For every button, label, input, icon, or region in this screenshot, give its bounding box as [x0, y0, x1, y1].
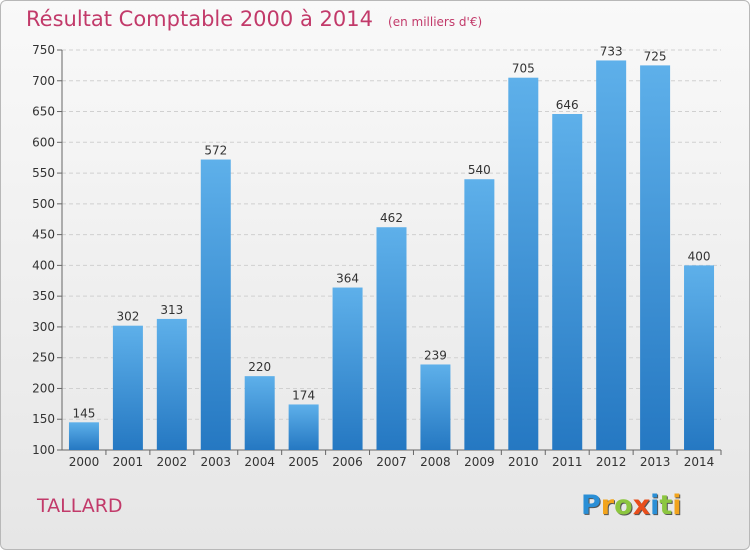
bar [156, 318, 187, 450]
x-tick-label: 2000 [69, 455, 100, 469]
logo-letter: x [632, 490, 651, 521]
y-tick-label: 550 [32, 166, 55, 180]
x-tick-label: 2013 [640, 455, 671, 469]
bar [68, 422, 99, 450]
y-tick-label: 600 [32, 135, 55, 149]
logo-letter: r [600, 490, 615, 521]
chart-title: Résultat Comptable 2000 à 2014 [26, 7, 373, 31]
x-tick-label: 2008 [420, 455, 451, 469]
data-label: 239 [424, 348, 447, 362]
data-label: 400 [688, 249, 711, 263]
y-tick-label: 500 [32, 197, 55, 211]
data-label: 364 [336, 272, 359, 286]
bar [200, 159, 231, 451]
y-tick-label: 450 [32, 228, 55, 242]
bar [640, 65, 671, 450]
x-tick-label: 2002 [157, 455, 188, 469]
x-tick-label: 2001 [113, 455, 144, 469]
data-label: 646 [556, 98, 579, 112]
x-tick-label: 2012 [596, 455, 627, 469]
bar [596, 60, 627, 450]
y-tick-label: 200 [32, 381, 55, 395]
x-tick-label: 2011 [552, 455, 583, 469]
x-tick-label: 2007 [376, 455, 407, 469]
y-tick-label: 650 [32, 105, 55, 119]
logo-letter: o [614, 490, 633, 521]
x-tick-label: 2006 [332, 455, 363, 469]
data-label: 220 [248, 360, 271, 374]
y-tick-label: 350 [32, 289, 55, 303]
bar [552, 114, 583, 450]
logo-letter: i [650, 490, 660, 521]
x-tick-label: 2005 [288, 455, 319, 469]
data-label: 174 [292, 388, 315, 402]
data-label: 313 [160, 303, 183, 317]
y-tick-label: 700 [32, 74, 55, 88]
bar [112, 325, 143, 450]
data-label: 725 [644, 49, 667, 63]
bar [508, 77, 539, 450]
logo-letter: P [581, 490, 601, 521]
data-label: 705 [512, 62, 535, 76]
x-tick-label: 2010 [508, 455, 539, 469]
bar [684, 265, 715, 450]
data-label: 302 [116, 310, 139, 324]
x-tick-label: 2009 [464, 455, 495, 469]
x-tick-label: 2003 [200, 455, 231, 469]
x-tick-label: 2014 [684, 455, 715, 469]
commune-name: TALLARD [37, 495, 123, 517]
data-label: 145 [73, 406, 96, 420]
bar [464, 179, 495, 450]
data-label: 733 [600, 44, 623, 58]
bar [288, 404, 319, 450]
logo-letter: t [659, 490, 673, 521]
title-block: Résultat Comptable 2000 à 2014 (en milli… [26, 7, 482, 31]
y-tick-label: 150 [32, 412, 55, 426]
data-label: 540 [468, 163, 491, 177]
y-tick-label: 400 [32, 258, 55, 272]
bar [420, 364, 451, 450]
y-tick-label: 750 [32, 43, 55, 57]
y-tick-label: 100 [32, 443, 55, 457]
bar [244, 376, 275, 450]
y-tick-label: 300 [32, 320, 55, 334]
proxiti-logo: Proxiti [581, 490, 682, 521]
bar [332, 287, 363, 450]
bar [376, 227, 407, 450]
logo-letter: i [672, 490, 682, 521]
y-tick-label: 250 [32, 351, 55, 365]
x-tick-label: 2004 [244, 455, 275, 469]
chart-subtitle: (en milliers d'€) [388, 15, 483, 29]
data-label: 462 [380, 211, 403, 225]
data-label: 572 [204, 144, 227, 158]
